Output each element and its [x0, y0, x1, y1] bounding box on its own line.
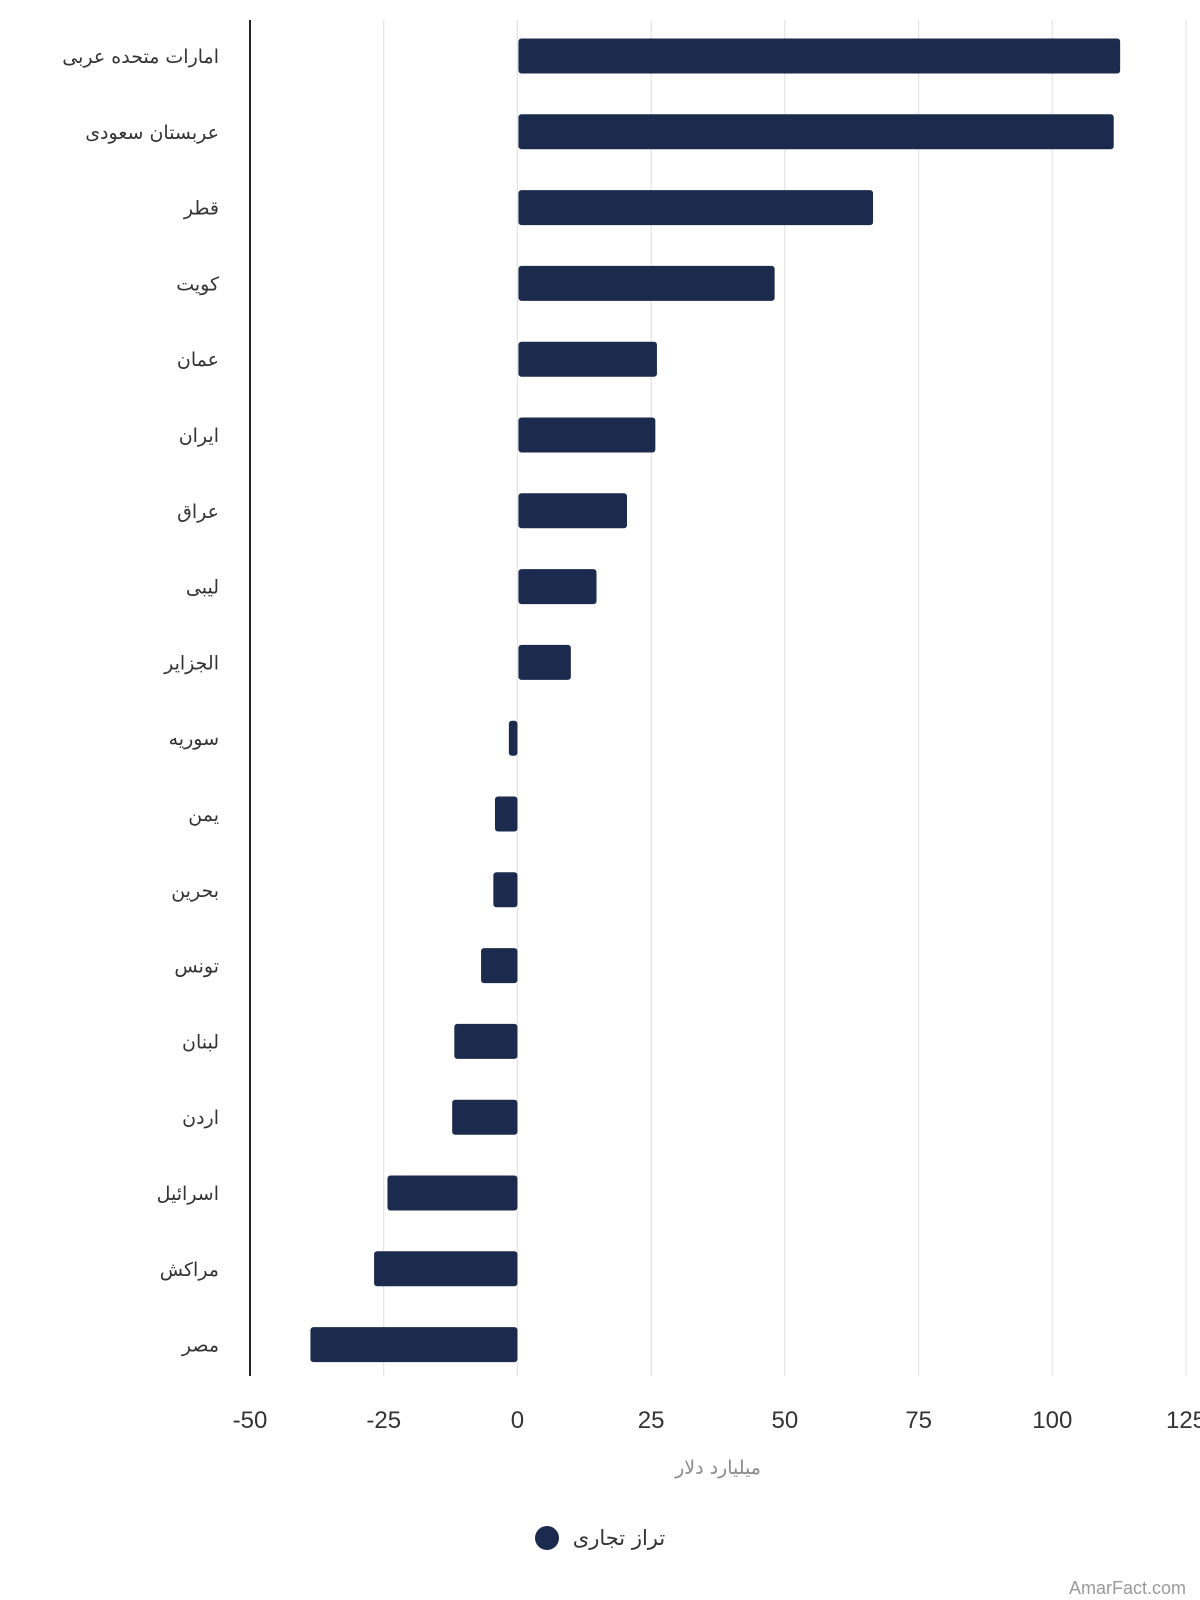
- watermark: AmarFact.com: [1068, 1578, 1186, 1598]
- x-tick-label: 75: [905, 1407, 932, 1434]
- gridlines: [383, 20, 1187, 1376]
- bar: [454, 1023, 518, 1059]
- category-label: بحرین: [171, 880, 219, 902]
- category-label: امارات متحده عربی: [62, 46, 219, 68]
- category-label: کویت: [176, 273, 220, 295]
- bar: [481, 948, 518, 984]
- category-label: عراق: [177, 501, 219, 523]
- x-tick-label: -50: [233, 1407, 268, 1434]
- bar: [518, 417, 656, 453]
- x-tick-label: -25: [366, 1407, 401, 1434]
- bar-chart: امارات متحده عربی عربستان سعودی قطر کویت عما…: [62, 20, 1200, 1479]
- bars: [310, 38, 1121, 1363]
- category-label: تونس: [174, 956, 219, 978]
- category-label: عمان: [177, 349, 219, 371]
- x-axis-title: میلیارد دلار: [674, 1457, 761, 1479]
- x-tick-label: 100: [1032, 1407, 1072, 1434]
- category-label: اسرائیل: [157, 1183, 219, 1205]
- bar: [518, 114, 1114, 150]
- bar: [387, 1175, 518, 1211]
- bar: [493, 872, 518, 908]
- bar: [494, 796, 518, 832]
- category-label: عربستان سعودی: [85, 122, 219, 144]
- bar: [518, 493, 628, 529]
- bar: [518, 190, 874, 226]
- category-label: مصر: [181, 1335, 219, 1357]
- bar: [518, 38, 1121, 74]
- x-tick-labels: -50 -25 0 25 50 75 100 125: [233, 1407, 1200, 1434]
- category-label: اردن: [182, 1107, 219, 1129]
- legend: تراز تجاری: [0, 1526, 1200, 1550]
- category-label: لبنان: [182, 1031, 219, 1053]
- bar: [310, 1327, 518, 1363]
- category-label: الجزایر: [163, 652, 219, 674]
- category-label: یمن: [188, 804, 219, 826]
- bar: [518, 644, 571, 680]
- legend-label: تراز تجاری: [572, 1526, 666, 1550]
- category-labels: امارات متحده عربی عربستان سعودی قطر کویت عما…: [62, 46, 220, 1357]
- x-tick-label: 25: [638, 1407, 665, 1434]
- category-label: مراکش: [160, 1259, 219, 1281]
- category-label: ایران: [179, 425, 219, 447]
- bar: [518, 265, 775, 301]
- bar: [518, 341, 657, 377]
- bar: [452, 1099, 518, 1135]
- category-label: قطر: [183, 198, 219, 220]
- bar: [518, 569, 597, 605]
- category-label: سوریه: [169, 728, 219, 750]
- x-tick-label: 50: [772, 1407, 799, 1434]
- x-tick-label: 125: [1166, 1407, 1200, 1434]
- legend-marker: [534, 1526, 559, 1550]
- bar: [508, 720, 518, 756]
- x-tick-label: 0: [511, 1407, 524, 1434]
- category-label: لیبی: [186, 577, 219, 599]
- bar: [374, 1251, 518, 1287]
